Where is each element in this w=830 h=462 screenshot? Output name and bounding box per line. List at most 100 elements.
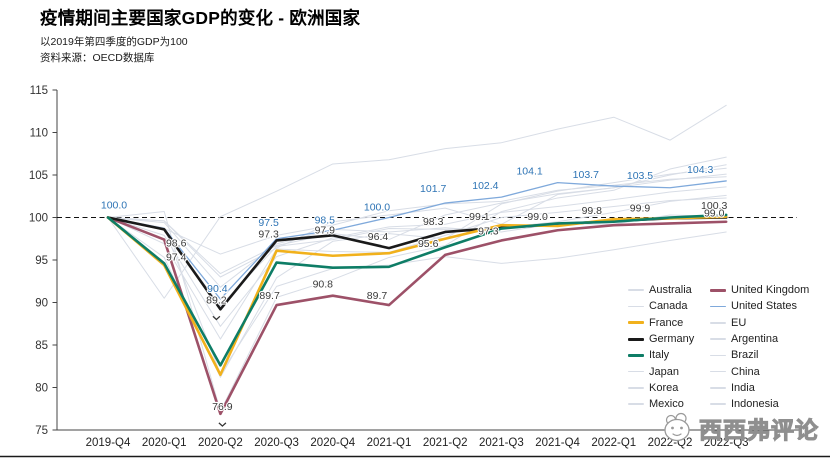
legend-label: Japan (649, 365, 679, 378)
legend-swatch (710, 305, 726, 308)
series-line-united-states (107, 180, 727, 300)
legend-label: Italy (649, 349, 670, 362)
chart-source: 资料来源：OECD数据库 (40, 52, 155, 64)
point-label-united-states: 103.7 (573, 169, 599, 181)
legend-item-united-states: United States (710, 298, 809, 314)
legend-swatch (710, 321, 726, 324)
y-tick-label: 80 (35, 383, 48, 395)
x-tick-label: 2021-Q1 (367, 437, 412, 449)
chevron-down-icon (218, 422, 227, 427)
legend-item-argentina: Argentina (710, 331, 809, 347)
legend-label: Germany (649, 333, 695, 346)
watermark: 西西弗评论 (660, 411, 819, 445)
legend-swatch (710, 370, 726, 373)
legend-item-italy: Italy (628, 347, 696, 363)
mascot-face-icon (664, 412, 690, 442)
point-label-united-states: 97.5 (258, 217, 279, 229)
x-tick-label: 2020-Q1 (142, 437, 187, 449)
legend-label: Indonesia (731, 398, 779, 411)
point-label-united-states: 101.7 (420, 183, 446, 195)
point-label-germany: 99.0 (704, 208, 725, 220)
point-label-italy: 100.3 (701, 200, 727, 212)
legend-item-india: India (710, 380, 809, 396)
legend-item-canada: Canada (628, 298, 696, 314)
point-label-united-kingdom: 97.3 (478, 225, 499, 237)
point-label-germany: 97.9 (315, 224, 336, 236)
series-line-france (106, 215, 728, 377)
y-tick-label: 75 (35, 425, 48, 437)
point-label-germany: 89.2 (206, 294, 227, 306)
chart-legend: Australia United Kingdom Canada United Stat… (628, 282, 810, 413)
legend-swatch (628, 353, 644, 357)
series-line-indonesia (107, 164, 727, 275)
legend-item-germany: Germany (628, 331, 696, 347)
legend-label: United States (731, 300, 798, 313)
x-tick-label: 2020-Q4 (310, 437, 355, 449)
legend-label: Australia (649, 284, 692, 297)
legend-item-france: France (628, 315, 696, 331)
x-tick-label: 2021-Q2 (423, 437, 468, 449)
point-label-united-kingdom: 95.6 (418, 238, 439, 250)
y-tick-label: 90 (35, 298, 48, 310)
y-tick-label: 115 (30, 85, 48, 97)
point-label-germany: 98.6 (166, 237, 187, 249)
legend-swatch (710, 338, 726, 340)
legend-item-united-kingdom: United Kingdom (710, 282, 809, 298)
series-line-korea (107, 176, 727, 255)
x-tick-label: 2022-Q3 (704, 437, 749, 449)
y-tick-label: 110 (30, 128, 48, 140)
legend-label: Mexico (649, 398, 684, 411)
legend-label: Korea (649, 381, 679, 394)
point-label-united-kingdom: 76.9 (212, 401, 233, 413)
legend-item-mexico: Mexico (628, 396, 696, 412)
legend-item-indonesia: Indonesia (710, 396, 809, 412)
y-tick-label: 100 (29, 213, 48, 225)
x-tick-label: 2020-Q3 (254, 437, 299, 449)
series-line-brazil (107, 194, 727, 307)
legend-label: France (649, 316, 684, 329)
series-line-italy (106, 213, 728, 367)
point-label-france: 99.1 (469, 211, 490, 223)
point-label-united-states: 103.5 (627, 170, 653, 182)
point-label-united-states: 90.4 (207, 283, 228, 295)
legend-swatch (710, 387, 726, 389)
point-label-france: 99.0 (527, 211, 548, 223)
legend-item-australia: Australia (628, 282, 696, 298)
legend-item-brazil: Brazil (710, 347, 809, 363)
series-line-china (107, 104, 727, 299)
legend-swatch (628, 289, 644, 291)
chart-subtitle: 以2019年第四季度的GDP为100 (40, 36, 188, 48)
legend-swatch (628, 370, 644, 373)
legend-swatch (628, 387, 644, 389)
y-tick-label: 95 (35, 255, 48, 267)
point-label-france: 99.8 (582, 205, 603, 217)
point-label-united-kingdom: 89.7 (367, 290, 388, 302)
legend-item-korea: Korea (628, 380, 696, 396)
y-tick-label: 85 (35, 340, 48, 352)
legend-swatch (628, 321, 644, 325)
series-line-united-kingdom (106, 216, 728, 416)
legend-label: EU (731, 316, 747, 329)
series-line-canada (107, 186, 727, 327)
series-line-japan (107, 214, 727, 288)
legend-swatch (628, 337, 644, 341)
chart-header: 疫情期间主要国家GDP的变化 - 欧洲国家 以2019年第四季度的GDP为100… (40, 5, 360, 65)
x-tick-label: 2022-Q1 (591, 437, 636, 449)
legend-item-japan: Japan (628, 363, 696, 379)
point-label-united-states: 104.1 (516, 166, 542, 178)
point-label-united-states: 104.3 (687, 164, 713, 176)
point-label-united-states: 102.4 (472, 180, 498, 192)
point-label-united-kingdom: 89.7 (259, 290, 280, 302)
legend-label: Argentina (731, 333, 779, 346)
legend-swatch (628, 403, 644, 406)
y-tick-label: 105 (29, 170, 48, 182)
legend-label: China (731, 365, 760, 378)
point-label-united-states: 100.0 (364, 202, 390, 214)
legend-label: Canada (649, 300, 688, 313)
legend-item-china: China (710, 363, 809, 379)
point-label-united-states: 100.0 (101, 200, 127, 212)
chevron-down-icon (212, 315, 221, 321)
point-label-united-kingdom: 97.4 (166, 252, 187, 264)
